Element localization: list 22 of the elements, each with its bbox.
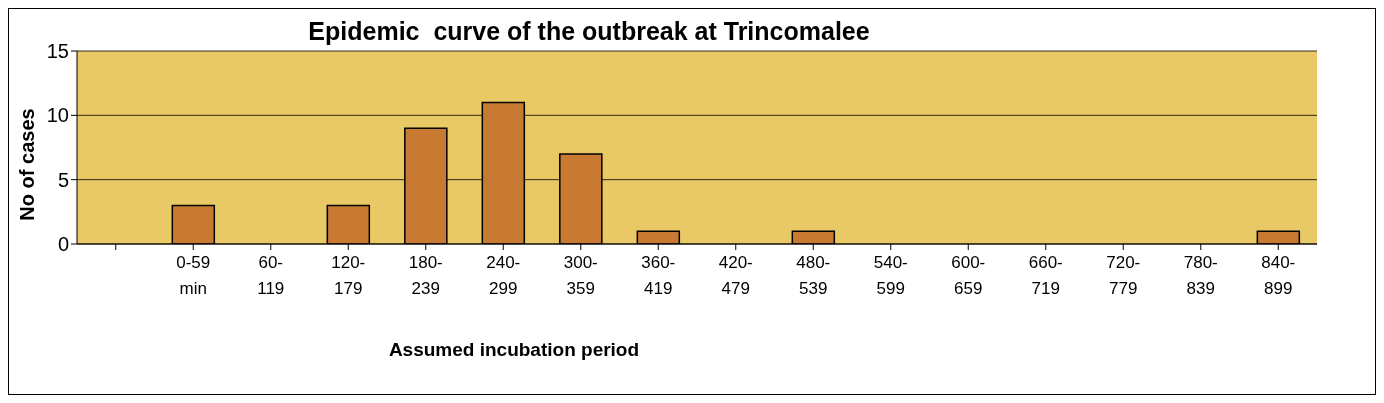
- x-tick-label: 0-59 min: [176, 253, 211, 298]
- x-tick-label: 180-239: [408, 253, 443, 298]
- y-tick-label: 5: [57, 168, 69, 191]
- x-tick-label: 780-839: [1183, 253, 1218, 298]
- x-tick-label: 720-779: [1106, 253, 1141, 298]
- x-tick-label: 540-599: [873, 253, 908, 298]
- y-axis-title: No of cases: [15, 107, 39, 221]
- x-tick-label: 60-119: [257, 253, 285, 298]
- x-tick-label: 660-719: [1028, 253, 1063, 298]
- x-tick-label: 300-359: [563, 253, 598, 298]
- x-tick-label: 600-659: [951, 253, 986, 298]
- x-tick-label: 840-899: [1261, 253, 1296, 298]
- y-tick-label: 15: [46, 40, 69, 63]
- x-tick-label: 240-299: [486, 253, 521, 298]
- x-axis-title: Assumed incubation period: [387, 339, 641, 361]
- y-tick-label: 0: [57, 233, 69, 256]
- x-tick-label: 480-539: [796, 253, 831, 298]
- x-tick-label: 420-479: [718, 253, 753, 298]
- x-tick-label: 120-179: [331, 253, 366, 298]
- x-tick-label: 360-419: [641, 253, 676, 298]
- chart-title: Epidemic curve of the outbreak at Trincomalee: [308, 17, 870, 45]
- y-tick-label: 10: [46, 104, 69, 127]
